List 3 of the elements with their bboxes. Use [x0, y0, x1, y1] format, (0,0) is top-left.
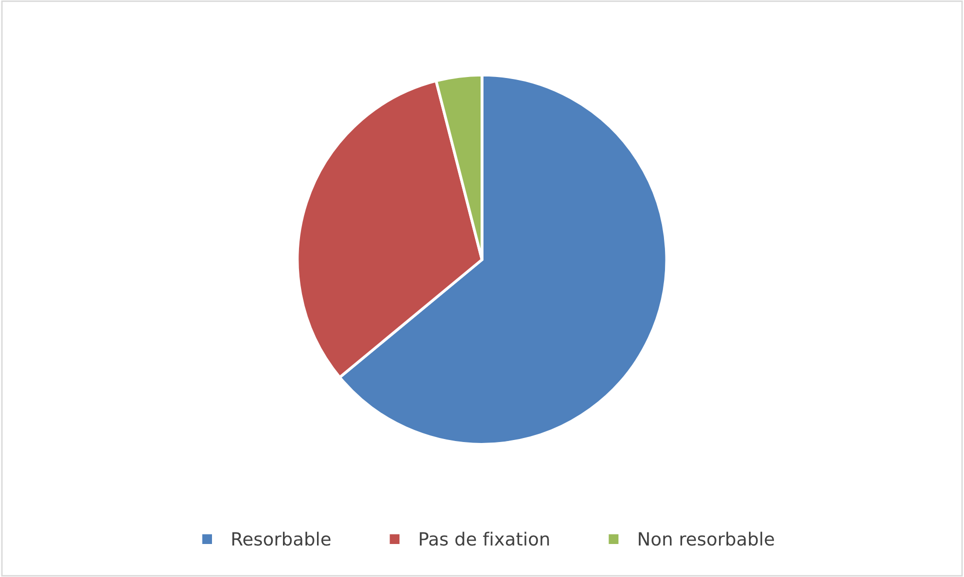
legend-label: Pas de fixation [420, 532, 549, 546]
legend-label: Non resorbable [638, 532, 774, 546]
legend-label: Resorbable [232, 532, 330, 546]
